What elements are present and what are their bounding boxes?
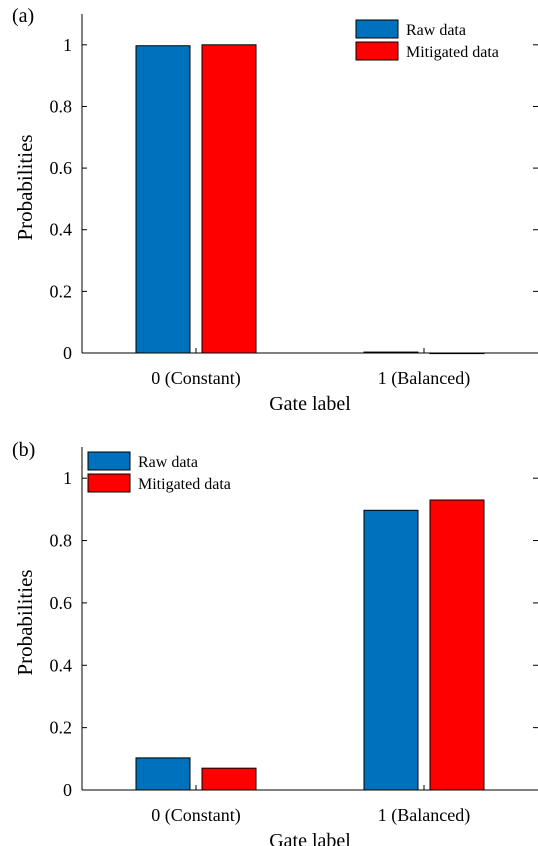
chart-panel-b: (b) 0 0.2 0.4 0.6 0.8 1 0 (Constant) 1 (Balanced… xyxy=(12,439,538,846)
y-tick-label: 0.6 xyxy=(50,158,73,178)
legend: Raw data Mitigated data xyxy=(87,451,231,493)
legend-swatch xyxy=(87,451,131,471)
y-tick-label: 1 xyxy=(63,35,72,55)
legend-swatch xyxy=(355,19,399,39)
y-axis-label: Probabilities xyxy=(13,569,37,675)
y-tick-label: 1 xyxy=(63,468,72,488)
legend: Raw data Mitigated data xyxy=(355,19,499,61)
y-tick-label: 0.6 xyxy=(50,593,73,613)
legend-label: Mitigated data xyxy=(138,476,231,493)
y-tick-label: 0.4 xyxy=(50,220,73,240)
legend-swatch xyxy=(87,473,131,493)
y-tick-label: 0.2 xyxy=(50,281,73,301)
bar-mitigated-data-0 xyxy=(201,767,257,791)
bar-raw-data-0 xyxy=(135,45,191,354)
bar-mitigated-data-0 xyxy=(201,44,257,354)
x-tick-label: 0 (Constant) xyxy=(151,368,241,389)
bar-raw-data-1 xyxy=(363,509,419,791)
bar-mitigated-data-1 xyxy=(429,499,485,791)
panel-label: (a) xyxy=(12,5,34,27)
chart-panel-a: (a) 0 0.2 0.4 0.6 0.8 1 0 (Constant) 1 (Balanced… xyxy=(12,5,538,415)
x-axis-label: Gate label xyxy=(269,393,351,415)
legend-label: Raw data xyxy=(406,22,466,39)
bar-raw-data-0 xyxy=(135,757,191,791)
y-tick-label: 0.8 xyxy=(50,96,73,116)
legend-swatch xyxy=(355,41,399,61)
y-tick-label: 0.4 xyxy=(50,655,73,675)
y-tick-label: 0.2 xyxy=(50,718,73,738)
y-tick-label: 0.8 xyxy=(50,531,73,551)
x-axis-label: Gate label xyxy=(269,830,351,846)
legend-label: Mitigated data xyxy=(406,44,499,61)
x-tick-label: 0 (Constant) xyxy=(151,805,241,826)
x-tick-label: 1 (Balanced) xyxy=(378,368,470,389)
y-axis-label: Probabilities xyxy=(13,134,37,240)
legend-label: Raw data xyxy=(138,454,198,471)
panel-label: (b) xyxy=(12,439,35,461)
y-tick-label: 0 xyxy=(63,780,72,800)
x-tick-label: 1 (Balanced) xyxy=(378,805,470,826)
y-tick-label: 0 xyxy=(63,343,72,363)
